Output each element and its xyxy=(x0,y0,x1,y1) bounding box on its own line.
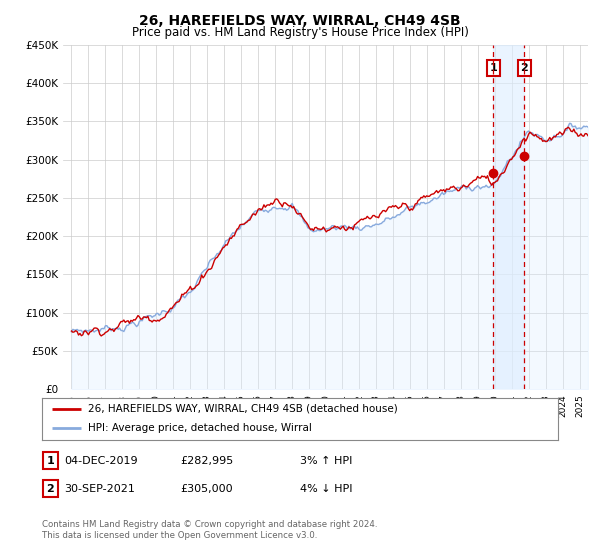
Text: 30-SEP-2021: 30-SEP-2021 xyxy=(64,484,135,494)
Text: 4% ↓ HPI: 4% ↓ HPI xyxy=(300,484,353,494)
Bar xyxy=(493,45,524,389)
Text: 26, HAREFIELDS WAY, WIRRAL, CH49 4SB: 26, HAREFIELDS WAY, WIRRAL, CH49 4SB xyxy=(139,14,461,28)
Text: 26, HAREFIELDS WAY, WIRRAL, CH49 4SB (detached house): 26, HAREFIELDS WAY, WIRRAL, CH49 4SB (de… xyxy=(88,404,398,414)
Text: 1: 1 xyxy=(490,63,497,73)
Text: £305,000: £305,000 xyxy=(180,484,233,494)
Text: 2: 2 xyxy=(47,484,54,494)
Text: Price paid vs. HM Land Registry's House Price Index (HPI): Price paid vs. HM Land Registry's House … xyxy=(131,26,469,39)
Text: Contains HM Land Registry data © Crown copyright and database right 2024.: Contains HM Land Registry data © Crown c… xyxy=(42,520,377,529)
Text: This data is licensed under the Open Government Licence v3.0.: This data is licensed under the Open Gov… xyxy=(42,531,317,540)
Text: £282,995: £282,995 xyxy=(180,456,233,466)
Text: 2: 2 xyxy=(521,63,529,73)
Text: 3% ↑ HPI: 3% ↑ HPI xyxy=(300,456,352,466)
Text: 1: 1 xyxy=(47,456,54,466)
Text: HPI: Average price, detached house, Wirral: HPI: Average price, detached house, Wirr… xyxy=(88,423,313,433)
Text: 04-DEC-2019: 04-DEC-2019 xyxy=(64,456,138,466)
